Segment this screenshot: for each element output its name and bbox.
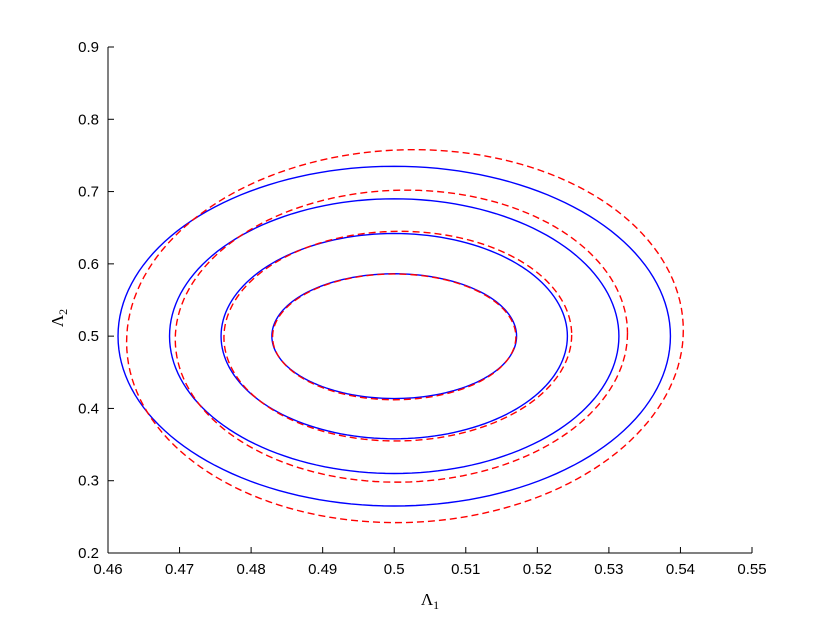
y-tick-label: 0.2	[78, 545, 99, 562]
solid-contour-2	[220, 232, 569, 440]
contour-lines	[117, 148, 685, 524]
tick-marks	[107, 46, 753, 554]
axis-label-subscript: 2	[56, 309, 70, 315]
y-tick-label: 0.3	[78, 473, 99, 490]
x-tick-label: 0.53	[594, 561, 623, 578]
dashed-contour-1	[271, 273, 517, 401]
y-tick-label: 0.5	[78, 328, 99, 345]
x-tick-label: 0.49	[308, 561, 337, 578]
axes	[107, 47, 752, 554]
y-tick-label: 0.9	[78, 39, 99, 56]
x-tick-label: 0.52	[523, 561, 552, 578]
y-axis-label: Λ2	[48, 309, 70, 327]
axis-label-subscript: 1	[433, 598, 439, 612]
x-tick-label: 0.46	[93, 561, 122, 578]
x-tick-label: 0.55	[737, 561, 766, 578]
x-tick-label: 0.54	[666, 561, 695, 578]
y-tick-label: 0.6	[78, 256, 99, 273]
solid-contour-3	[168, 198, 620, 475]
x-tick-label: 0.48	[237, 561, 266, 578]
dashed-contour-3	[174, 189, 629, 483]
x-axis-label: Λ1	[421, 590, 439, 612]
y-tick-label: 0.8	[78, 111, 99, 128]
x-tick-label: 0.47	[165, 561, 194, 578]
dashed-contour-2	[223, 230, 573, 442]
solid-contour-4	[117, 165, 672, 507]
dashed-contour-4	[125, 148, 685, 524]
tick-labels: 0.46 0.47 0.48 0.49 0.5 0.51 0.52 0.53 0.54 0.55 0…	[78, 39, 766, 578]
y-tick-label: 0.4	[78, 400, 99, 417]
axis-label-symbol: Λ	[421, 590, 434, 609]
axis-label-symbol: Λ	[48, 314, 67, 327]
x-tick-label: 0.5	[384, 561, 405, 578]
y-tick-label: 0.7	[78, 184, 99, 201]
x-tick-label: 0.51	[451, 561, 480, 578]
